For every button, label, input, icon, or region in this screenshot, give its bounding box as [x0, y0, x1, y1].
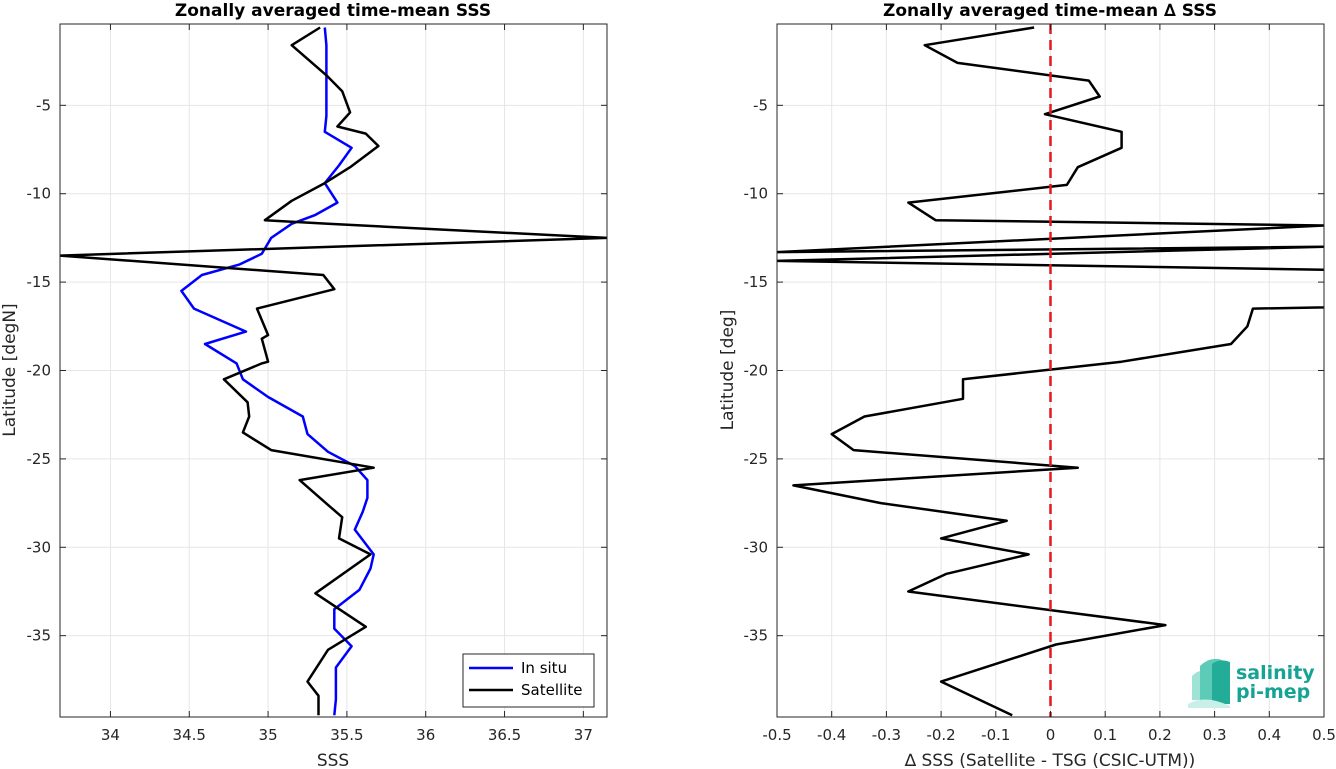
right-x-tick-label: -0.3 [872, 726, 901, 744]
legend: In situ Satellite [462, 653, 595, 708]
right-x-tick-label: 0.3 [1203, 726, 1227, 744]
left-y-tick-label: -35 [27, 627, 52, 645]
right-x-tick-label: 0.4 [1257, 726, 1281, 744]
left-y-tick-label: -30 [27, 538, 52, 556]
right-y-tick-label: -5 [753, 96, 768, 114]
right-y-tick-label: -10 [744, 185, 769, 203]
right-y-tick-label: -25 [744, 450, 769, 468]
left-y-tick-label: -10 [27, 185, 52, 203]
legend-box [462, 653, 595, 708]
right-x-tick-label: -0.4 [817, 726, 846, 744]
right-series-line-delta-sss [777, 26, 1324, 717]
left-x-tick-label: 34 [101, 726, 120, 744]
left-y-tick-label: -15 [27, 273, 52, 291]
right-x-tick-label: -0.2 [926, 726, 955, 744]
right-y-tick-label: -35 [744, 627, 769, 645]
left-y-tick-label: -25 [27, 450, 52, 468]
left-series-layer [60, 26, 607, 716]
right-chart-panel: -0.5 -0.4 -0.3 -0.2 -0.1 0 0.1 0.2 0.3 0.4 0.5 -5 -1… [718, 1, 1336, 769]
legend-label-satellite: Satellite [521, 681, 582, 699]
left-x-tick-label: 36 [416, 726, 435, 744]
logo-wave-icon [1188, 658, 1230, 708]
left-ticks: 34 34.5 35 35.5 36 36.5 37 -5 -10 -15 -20 -25 -30 -35 [27, 24, 607, 744]
right-x-tick-label: -0.1 [981, 726, 1010, 744]
right-x-axis-label: ∆ SSS (Satellite - TSG (CSIC-UTM)) [904, 751, 1196, 769]
left-y-tick-label: -20 [27, 362, 52, 380]
left-series-line-in-situ [180, 27, 375, 716]
right-x-tick-label: 0 [1046, 726, 1056, 744]
left-chart-panel: 34 34.5 35 35.5 36 36.5 37 -5 -10 -15 -20 -25 -30 -35… [0, 1, 608, 769]
right-x-tick-label: 0.1 [1093, 726, 1117, 744]
right-series-layer [777, 24, 1324, 717]
right-y-tick-label: -20 [744, 362, 769, 380]
right-chart-title: Zonally averaged time-mean ∆ SSS [883, 1, 1217, 21]
logo-text-line2: pi-mep [1236, 681, 1310, 703]
left-x-tick-label: 36.5 [488, 726, 521, 744]
right-y-tick-label: -15 [744, 273, 769, 291]
legend-label-in-situ: In situ [521, 659, 567, 677]
right-x-tick-label: 0.5 [1312, 726, 1336, 744]
left-x-axis-label: SSS [317, 751, 349, 769]
right-y-tick-label: -30 [744, 538, 769, 556]
left-x-tick-label: 35.5 [330, 726, 363, 744]
left-chart-title: Zonally averaged time-mean SSS [175, 1, 491, 21]
left-x-tick-label: 37 [574, 726, 593, 744]
left-x-tick-label: 34.5 [173, 726, 206, 744]
left-y-axis-label: Latitude [degN] [0, 303, 20, 436]
logo-text-line1: salinity [1236, 662, 1315, 684]
left-y-tick-label: -5 [36, 96, 51, 114]
left-series-line-satellite [60, 26, 607, 716]
right-x-tick-label: 0.2 [1148, 726, 1172, 744]
right-x-tick-label: -0.5 [762, 726, 791, 744]
right-y-axis-label: Latitude [deg] [718, 310, 738, 431]
right-ticks: -0.5 -0.4 -0.3 -0.2 -0.1 0 0.1 0.2 0.3 0.4 0.5 -5 -1… [744, 24, 1336, 744]
left-x-tick-label: 35 [259, 726, 278, 744]
left-grid [60, 24, 607, 717]
salinity-pi-mep-logo: salinity pi-mep [1188, 658, 1315, 708]
